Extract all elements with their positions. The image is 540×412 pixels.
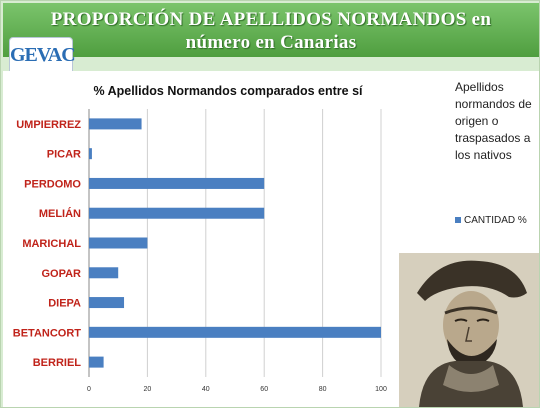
x-tick-label: 20 [144,386,152,393]
x-tick-label: 100 [375,386,387,393]
category-label: UMPIERREZ [16,119,81,131]
portrait-image [399,253,539,407]
legend-series-label: CANTIDAD % [464,215,527,226]
title-line-1: PROPORCIÓN DE APELLIDOS NORMANDOS en [50,9,492,30]
title-line-2: número en Canarias [185,32,357,53]
bar-betancort [89,326,381,338]
chart-area: % Apellidos Normandos comparados entre s… [3,71,433,407]
bar-picar [89,148,92,160]
bar-gopar [89,267,119,279]
category-label: PERDOMO [24,178,81,190]
title-bar: PROPORCIÓN DE APELLIDOS NORMANDOS en núm… [3,3,539,57]
bar-berriel [89,356,104,368]
bar-chart: % Apellidos Normandos comparados entre s… [13,84,387,393]
x-tick-label: 60 [260,386,268,393]
category-label: DIEPA [48,298,81,310]
category-label: GOPAR [41,268,81,280]
category-label: PICAR [47,149,81,161]
logo-mark: GEVAC [10,44,76,66]
portrait-engraving [399,253,539,407]
x-tick-label: 0 [87,386,91,393]
x-tick-label: 80 [319,386,327,393]
x-tick-label: 40 [202,386,210,393]
bar-perdomo [89,177,265,189]
category-label: MARICHAL [22,238,81,250]
legend-series: CANTIDAD % [455,215,539,226]
legend-swatch [455,217,461,224]
category-label: BERRIEL [33,357,82,369]
category-label: MELIÁN [39,207,81,220]
bar-melián [89,207,265,219]
legend-description: Apellidos normandos de origen o traspasa… [455,80,532,162]
bar-marichal [89,237,148,249]
chart-title: % Apellidos Normandos comparados entre s… [93,84,363,98]
bar-umpierrez [89,118,142,130]
bar-diepa [89,297,125,309]
category-label: BETANCORT [13,327,82,339]
